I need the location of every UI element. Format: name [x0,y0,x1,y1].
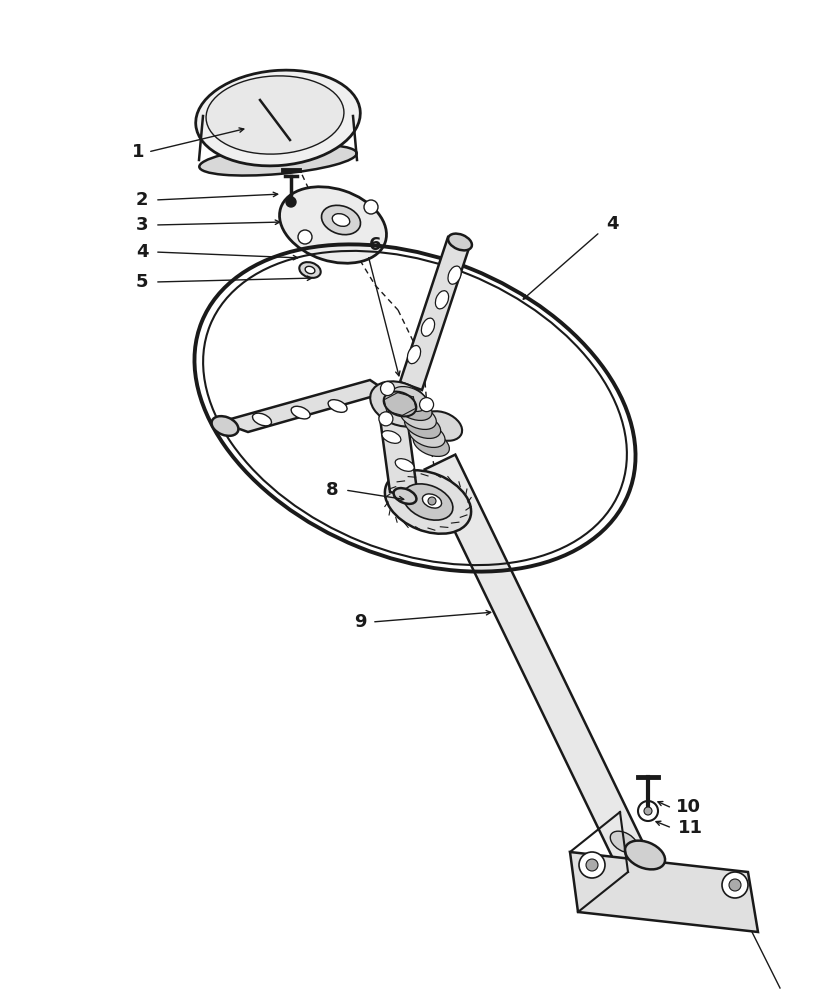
Ellipse shape [211,416,239,436]
Ellipse shape [625,841,665,869]
Ellipse shape [252,413,271,426]
Ellipse shape [370,381,430,427]
Circle shape [638,801,658,821]
Ellipse shape [382,431,401,443]
Text: 5: 5 [136,273,148,291]
Ellipse shape [300,262,320,278]
Polygon shape [570,852,758,932]
Text: 2: 2 [136,191,148,209]
Text: 8: 8 [325,481,339,499]
Ellipse shape [414,432,449,456]
Polygon shape [424,455,663,899]
Ellipse shape [332,214,349,226]
Text: 11: 11 [677,819,702,837]
Circle shape [298,230,312,244]
Ellipse shape [404,414,441,438]
Ellipse shape [305,266,314,274]
Text: 6: 6 [369,236,381,254]
Text: 4: 4 [606,215,618,233]
Ellipse shape [610,831,638,853]
Circle shape [579,852,605,878]
Ellipse shape [384,392,416,416]
Ellipse shape [421,318,434,336]
Circle shape [586,859,598,871]
Circle shape [722,872,748,898]
Circle shape [428,497,436,505]
Ellipse shape [396,396,432,420]
Ellipse shape [328,400,347,412]
Ellipse shape [196,70,360,166]
Ellipse shape [394,488,417,504]
Ellipse shape [448,266,461,284]
Ellipse shape [408,346,421,364]
Text: 9: 9 [354,613,366,631]
Polygon shape [400,237,470,390]
Ellipse shape [422,411,462,441]
Ellipse shape [391,387,428,411]
Circle shape [729,879,741,891]
Circle shape [364,200,378,214]
Ellipse shape [409,423,445,447]
Polygon shape [380,418,418,498]
Text: 3: 3 [136,216,148,234]
Ellipse shape [200,144,357,176]
Ellipse shape [435,291,448,309]
Ellipse shape [321,205,360,235]
Ellipse shape [385,470,471,534]
Text: 1: 1 [131,143,144,161]
Circle shape [419,398,433,412]
Ellipse shape [206,76,344,154]
Ellipse shape [291,406,310,419]
Polygon shape [220,380,388,432]
Ellipse shape [423,494,442,508]
Circle shape [380,382,394,396]
Ellipse shape [400,405,436,429]
Ellipse shape [448,234,472,250]
Ellipse shape [395,459,414,471]
Circle shape [286,197,296,207]
Circle shape [379,412,393,426]
Text: 10: 10 [676,798,701,816]
Ellipse shape [280,187,387,263]
Text: 4: 4 [136,243,148,261]
Ellipse shape [404,484,453,520]
Circle shape [644,807,652,815]
